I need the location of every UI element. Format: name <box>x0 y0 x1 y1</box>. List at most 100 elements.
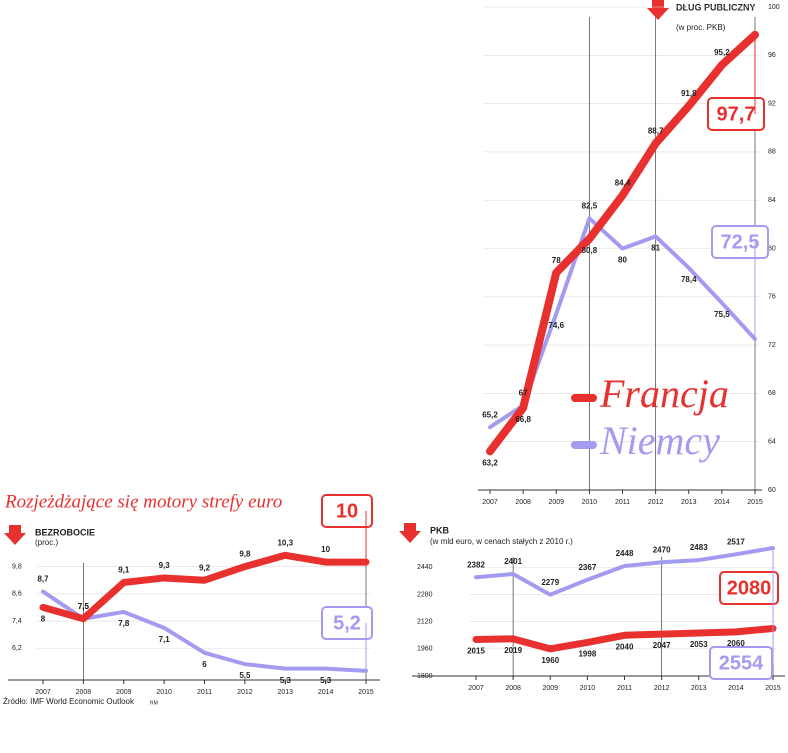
y-tick-label: 2440 <box>417 564 433 571</box>
data-label: 78 <box>552 256 561 265</box>
x-tick-label: 2011 <box>197 689 212 696</box>
x-tick-label: 2015 <box>747 499 763 506</box>
series-line <box>474 546 775 597</box>
x-tick-label: 2009 <box>548 499 564 506</box>
data-label: 6 <box>202 660 207 669</box>
x-tick-label: 2014 <box>728 685 744 692</box>
y-tick-label: 100 <box>768 4 780 11</box>
x-tick-label: 2014 <box>318 689 334 696</box>
data-label: 95,2 <box>714 48 730 57</box>
x-tick-label: 2008 <box>515 499 531 506</box>
legend-label: Niemcy <box>599 418 720 463</box>
x-tick-label: 2007 <box>468 685 484 692</box>
data-label: 2040 <box>616 642 634 651</box>
value-box <box>719 571 779 605</box>
chart-subtitle: (w proc. PKB) <box>676 23 726 32</box>
chart-subtitle: (w mld euro, w cenach stałych z 2010 r.) <box>430 537 573 546</box>
data-label: 2060 <box>727 639 745 648</box>
data-label: 8 <box>41 615 46 624</box>
data-label: 9,8 <box>239 550 251 559</box>
data-label: 67 <box>519 389 528 398</box>
y-tick-label: 8,6 <box>12 591 22 598</box>
arrow-icon <box>4 525 26 545</box>
chart-title: BEZROBOCIE <box>35 527 95 537</box>
legend-label: Francja <box>599 371 729 416</box>
data-label: 63,2 <box>482 458 498 467</box>
x-tick-label: 2015 <box>358 689 374 696</box>
y-tick-label: 68 <box>768 390 776 397</box>
x-tick-label: 2014 <box>714 499 730 506</box>
arrow-icon <box>647 0 669 20</box>
series-line <box>472 624 777 653</box>
data-label: 78,4 <box>681 275 697 284</box>
data-label: 2367 <box>578 563 596 572</box>
value-box-label: 5,2 <box>333 612 361 634</box>
y-tick-label: 9,8 <box>12 563 22 570</box>
data-label: 2382 <box>467 560 485 569</box>
x-tick-label: 2009 <box>542 685 558 692</box>
y-tick-label: 76 <box>768 294 776 301</box>
data-label: 91,8 <box>681 89 697 98</box>
value-box <box>711 225 769 259</box>
value-box-label: 10 <box>336 500 358 522</box>
series-line <box>486 30 759 456</box>
y-tick-label: 2280 <box>417 591 433 598</box>
x-tick-label: 2008 <box>76 689 92 696</box>
y-tick-label: 2120 <box>417 619 433 626</box>
chart-title: DŁUG PUBLICZNY <box>676 2 756 12</box>
y-tick-label: 60 <box>768 487 776 494</box>
series-line <box>41 589 368 673</box>
series-line <box>39 551 370 623</box>
y-tick-label: 1960 <box>417 646 433 653</box>
value-box-label: 2554 <box>719 652 764 674</box>
data-label: 2053 <box>690 640 708 649</box>
data-label: 9,2 <box>199 563 211 572</box>
data-label: 7,1 <box>159 635 171 644</box>
y-tick-label: 6,2 <box>12 645 22 652</box>
y-tick-label: 72 <box>768 342 776 349</box>
data-label: 7,5 <box>78 602 90 611</box>
data-label: 5,3 <box>280 676 292 685</box>
x-tick-label: 2013 <box>277 689 293 696</box>
x-tick-label: 2009 <box>116 689 132 696</box>
x-tick-label: 2008 <box>505 685 521 692</box>
data-label: 80 <box>618 256 627 265</box>
data-label: 74,6 <box>548 321 564 330</box>
data-label: 82,5 <box>582 201 598 210</box>
data-label: 10 <box>321 545 330 554</box>
x-tick-label: 2012 <box>648 499 664 506</box>
data-label: 2483 <box>690 543 708 552</box>
page-title: Rozjeżdżające się motory strefy euro <box>4 491 282 512</box>
chart-title: PKB <box>430 525 450 535</box>
data-label: 7,8 <box>118 619 130 628</box>
data-label: 75,5 <box>714 310 730 319</box>
value-box <box>321 606 373 640</box>
value-box-label: 97,7 <box>717 103 756 125</box>
chart-subtitle: (proc.) <box>35 538 58 547</box>
data-label: 66,8 <box>515 415 531 424</box>
data-label: 8,7 <box>37 575 49 584</box>
credit: RM <box>150 700 158 706</box>
value-box-label: 72,5 <box>721 231 760 253</box>
y-tick-label: 7,4 <box>12 618 22 625</box>
data-label: 10,3 <box>277 538 293 547</box>
source: Źródło: IMF World Economic Outlook <box>3 697 135 706</box>
y-tick-label: 92 <box>768 100 776 107</box>
x-tick-label: 2010 <box>580 685 596 692</box>
x-tick-label: 2010 <box>156 689 172 696</box>
data-label: 9,1 <box>118 566 130 575</box>
data-label: 2019 <box>504 646 522 655</box>
data-label: 80,8 <box>582 246 598 255</box>
data-label: 81 <box>651 244 660 253</box>
value-box <box>709 646 773 680</box>
data-label: 88,7 <box>648 127 664 136</box>
data-label: 2470 <box>653 545 671 554</box>
x-tick-label: 2015 <box>765 685 781 692</box>
x-tick-label: 2012 <box>654 685 670 692</box>
data-label: 1998 <box>578 650 596 659</box>
data-label: 5,3 <box>320 676 332 685</box>
x-tick-label: 2011 <box>615 499 630 506</box>
data-label: 5,5 <box>239 671 251 680</box>
x-tick-label: 2010 <box>582 499 598 506</box>
x-tick-label: 2007 <box>482 499 498 506</box>
